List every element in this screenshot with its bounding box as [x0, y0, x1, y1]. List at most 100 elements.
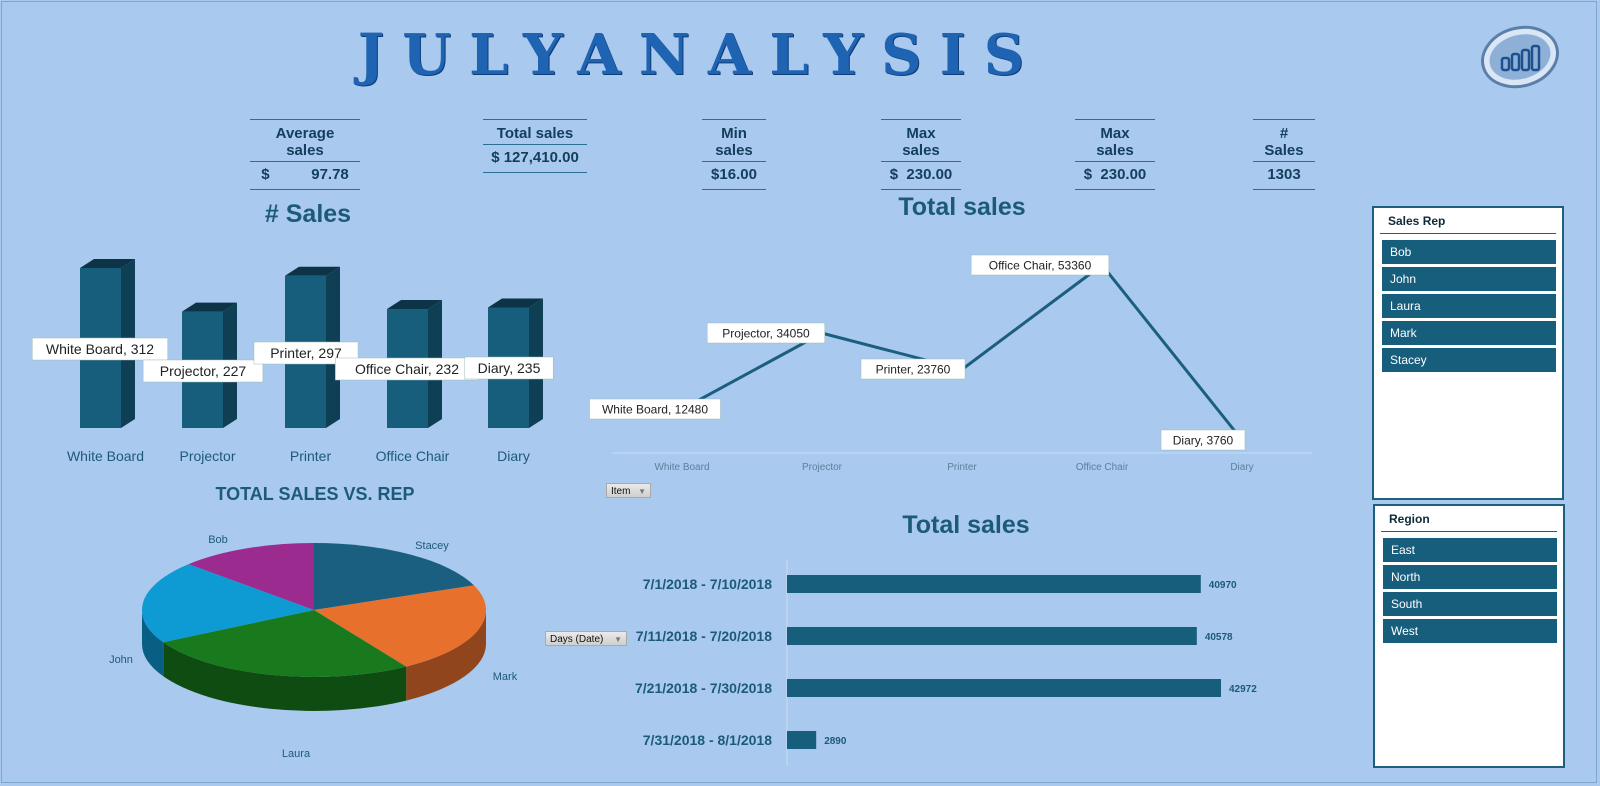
bar-data-label-group: Printer, 297 [253, 341, 359, 365]
line-data-label-box [1160, 429, 1246, 451]
slicer-item-bob[interactable]: Bob [1382, 240, 1556, 264]
hbar-0 [787, 575, 1201, 593]
kpi-value: $ 97.78 [250, 162, 360, 190]
hbar-value-label: 40578 [1205, 632, 1233, 643]
chevron-down-icon: ▼ [614, 635, 622, 644]
kpi-sales-count: # Sales 1303 [1253, 119, 1315, 190]
pie-slice-label: Stacey [415, 540, 449, 552]
slicer-item-mark[interactable]: Mark [1382, 321, 1556, 345]
slicer-item-laura[interactable]: Laura [1382, 294, 1556, 318]
line-data-label: Office Chair, 53360 [989, 258, 1092, 272]
bar-data-label-group: White Board, 312 [32, 337, 168, 361]
date-filter-label: Days (Date) [550, 634, 604, 645]
bar-data-label-group: Office Chair, 232 [335, 357, 479, 381]
hbar-y-tick-label: 7/21/2018 - 7/30/2018 [635, 680, 772, 696]
kpi-label: Max sales [1075, 119, 1155, 162]
bar-x-tick-label: White Board [67, 448, 144, 464]
bar-data-label-box [253, 341, 359, 365]
slicer-item-john[interactable]: John [1382, 267, 1556, 291]
bar-data-label: White Board, 312 [46, 341, 154, 357]
date-filter-dropdown[interactable]: Days (Date) ▼ [545, 631, 627, 646]
slicer-item-west[interactable]: West [1383, 619, 1557, 643]
sales-rep-slicer: Sales Rep Bob John Laura Mark Stacey [1372, 206, 1564, 500]
hbar-3 [787, 731, 817, 749]
bar-x-tick-label: Diary [497, 448, 530, 464]
line-data-label-group: White Board, 12480 [589, 398, 721, 420]
sales-count-bar-chart: White Board Projector Printer Office Chair D… [32, 259, 554, 464]
item-filter-dropdown[interactable]: Item ▼ [606, 483, 651, 498]
line-data-label-box [706, 322, 826, 344]
bar-data-label-group: Diary, 235 [464, 356, 554, 380]
pie-slice-side-1 [406, 610, 486, 701]
line-data-label-group: Projector, 34050 [706, 322, 826, 344]
pie-slice-2 [163, 610, 407, 677]
kpi-label: Min sales [702, 119, 766, 162]
hbar-value-label: 2890 [824, 736, 847, 747]
slicer-item-stacey[interactable]: Stacey [1382, 348, 1556, 372]
pie-slice-label: Laura [282, 748, 311, 760]
pie-chart-title: TOTAL SALES VS. REP [215, 484, 415, 504]
bar-chart-title: # Sales [264, 200, 352, 228]
dashboard-title: JULYANALYSIS [357, 22, 1043, 88]
line-x-tick-label: Projector [802, 462, 843, 473]
slicer-item-south[interactable]: South [1383, 592, 1557, 616]
kpi-value: $ 230.00 [1075, 162, 1155, 190]
hbar-value-label: 40970 [1209, 580, 1237, 591]
bar-x-tick-label: Projector [179, 448, 235, 464]
slicer-item-east[interactable]: East [1383, 538, 1557, 562]
item-filter-label: Item [611, 486, 631, 497]
kpi-max-sales: Max sales $ 230.00 [881, 119, 961, 190]
line-data-label-group: Printer, 23760 [860, 358, 966, 380]
line-data-label: Printer, 23760 [876, 362, 951, 376]
sales-by-rep-pie-chart: Stacey Mark Laura John Bob [109, 534, 518, 760]
bar-data-label: Office Chair, 232 [355, 361, 459, 377]
pie-slice-side-3 [142, 610, 164, 677]
chevron-down-icon: ▼ [638, 487, 646, 496]
bar-data-label-box [464, 356, 554, 380]
bar-data-label: Diary, 235 [478, 360, 541, 376]
pie-slice-label: Bob [208, 534, 228, 546]
kpi-label: Total sales [483, 119, 587, 145]
kpi-value: 1303 [1253, 162, 1315, 190]
bar-data-label-box [142, 359, 264, 383]
kpi-max-sales-2: Max sales $ 230.00 [1075, 119, 1155, 190]
hbar-value-label: 42972 [1229, 684, 1257, 695]
bar-top-2 [285, 266, 340, 276]
line-x-tick-label: White Board [654, 462, 709, 473]
sales-by-date-bar-chart: 40970 7/1/2018 - 7/10/2018 40578 7/11/2018 … [635, 560, 1257, 766]
bar-top-3 [387, 300, 442, 310]
bar-x-tick-label: Office Chair [376, 448, 450, 464]
kpi-total-sales: Total sales $ 127,410.00 [483, 119, 587, 173]
sales-rep-slicer-header: Sales Rep [1380, 208, 1556, 234]
slicer-item-north[interactable]: North [1383, 565, 1557, 589]
line-data-label: Diary, 3760 [1173, 433, 1234, 447]
kpi-min-sales: Min sales $16.00 [702, 119, 766, 190]
line-data-label: White Board, 12480 [602, 402, 708, 416]
kpi-average-sales: Average sales $ 97.78 [250, 119, 360, 190]
line-data-label-group: Diary, 3760 [1160, 429, 1246, 451]
pie-slice-side-2 [163, 642, 407, 711]
hbar-y-tick-label: 7/31/2018 - 8/1/2018 [643, 732, 772, 748]
pie-slice-3 [142, 564, 314, 643]
line-x-tick-label: Diary [1230, 462, 1253, 473]
line-x-tick-label: Office Chair [1076, 462, 1129, 473]
hbar-y-tick-label: 7/1/2018 - 7/10/2018 [643, 576, 772, 592]
bar-top-4 [488, 298, 543, 308]
line-data-label-box [970, 254, 1110, 276]
hbar-1 [787, 627, 1197, 645]
total-sales-line-chart: White Board Projector Printer Office Chair D… [589, 254, 1312, 473]
bar-top-0 [80, 259, 135, 268]
hbar-2 [787, 679, 1221, 697]
pie-slice-1 [314, 585, 486, 667]
kpi-value: $16.00 [702, 162, 766, 190]
bar-top-1 [182, 302, 237, 312]
bar-x-tick-label: Printer [290, 448, 332, 464]
kpi-value: $ 127,410.00 [483, 145, 587, 173]
hbar-chart-title: Total sales [902, 511, 1030, 539]
line-chart-title: Total sales [898, 193, 1026, 221]
kpi-value: $ 230.00 [881, 162, 961, 190]
pie-slice-4 [188, 543, 314, 610]
hbar-y-tick-label: 7/11/2018 - 7/20/2018 [636, 628, 772, 644]
bar-data-label: Projector, 227 [160, 363, 247, 379]
kpi-label: Max sales [881, 119, 961, 162]
